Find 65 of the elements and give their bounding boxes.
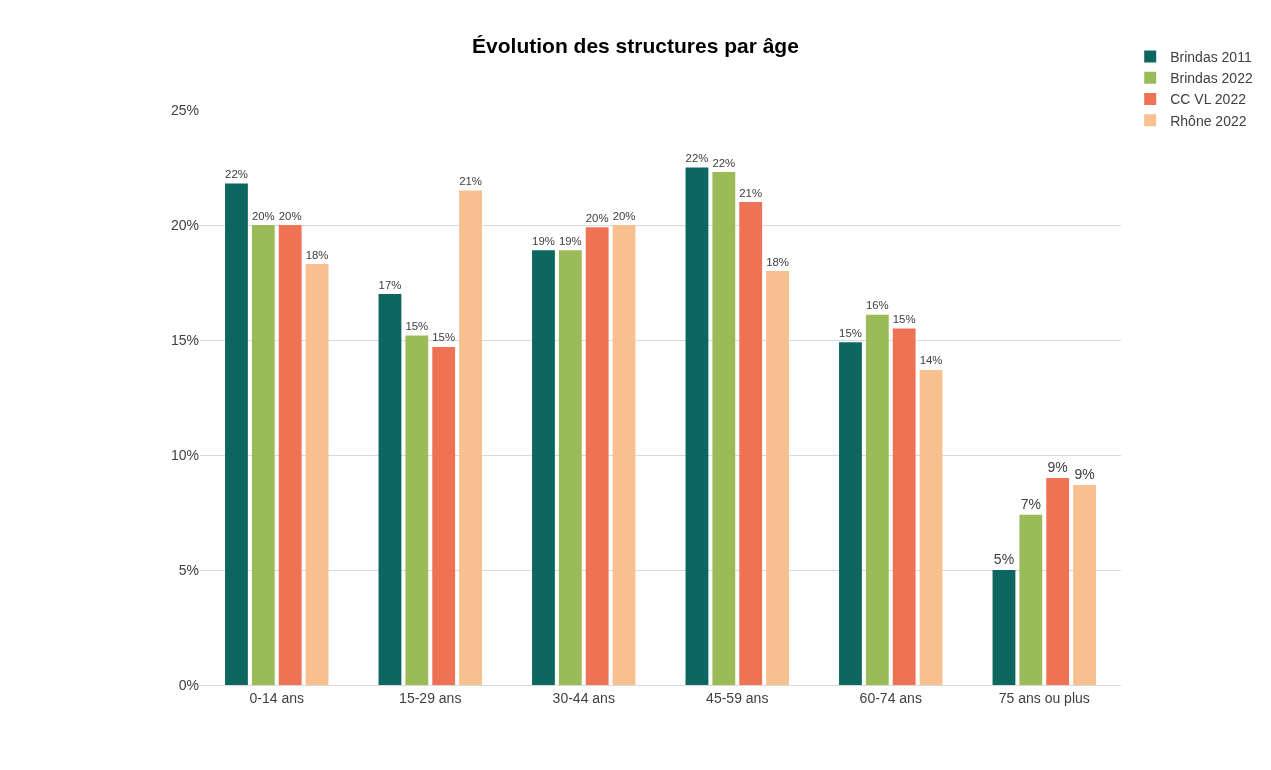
data-label: 20%: [585, 211, 609, 224]
bar: [1073, 484, 1096, 685]
data-label: 18%: [766, 255, 789, 268]
chart-title: Évolution des structures par âge: [472, 34, 799, 58]
data-label: 9%: [1047, 459, 1068, 475]
legend-label: Brindas 2011: [1170, 49, 1252, 66]
bar: [992, 570, 1016, 685]
x-tick-label: 75 ans ou plus: [998, 689, 1090, 706]
data-label: 19%: [532, 234, 555, 247]
data-label: 22%: [685, 152, 709, 165]
bar: [739, 202, 763, 685]
bar: [558, 250, 582, 685]
bar: [532, 250, 555, 685]
bar: [839, 342, 862, 685]
data-label: 15%: [432, 331, 456, 344]
legend-label: Rhône 2022: [1170, 112, 1247, 129]
bar: [432, 346, 456, 685]
legend-label: CC VL 2022: [1170, 91, 1247, 108]
bar: [459, 190, 482, 685]
data-label: 15%: [839, 326, 862, 339]
bar: [766, 271, 789, 685]
x-tick-label: 45-59 ans: [706, 689, 769, 706]
bar: [892, 328, 916, 685]
data-label: 20%: [278, 209, 302, 222]
data-label: 16%: [865, 299, 889, 312]
bar: [378, 294, 402, 685]
data-label: 18%: [305, 248, 329, 261]
y-tick-label: 25%: [170, 101, 199, 118]
data-label: 5%: [993, 551, 1015, 567]
bar: [685, 167, 709, 685]
data-label: 20%: [612, 209, 636, 222]
y-tick-label: 15%: [170, 331, 199, 348]
x-tick-label: 0-14 ans: [249, 689, 304, 706]
bar: [225, 183, 248, 685]
data-label: 7%: [1020, 495, 1041, 512]
data-label: 14%: [919, 354, 943, 367]
bar: [865, 314, 889, 685]
y-tick-label: 10%: [170, 446, 199, 463]
x-tick-label: 30-44 ans: [552, 689, 615, 706]
x-tick-label: 60-74 ans: [859, 689, 922, 706]
bar: [305, 264, 329, 685]
bar: [278, 225, 302, 685]
bar: [1019, 514, 1043, 685]
legend-label: Brindas 2022: [1170, 70, 1253, 87]
bar: [919, 369, 943, 685]
bar: [612, 225, 636, 685]
y-tick-label: 20%: [170, 216, 199, 233]
y-tick-label: 0%: [178, 676, 199, 693]
bar: [405, 335, 429, 685]
x-tick-label: 15-29 ans: [399, 689, 462, 706]
bar: [251, 225, 275, 685]
bar: [585, 227, 609, 685]
bar: [1046, 478, 1070, 685]
data-label: 22%: [712, 156, 736, 169]
data-label: 15%: [405, 319, 429, 332]
data-label: 21%: [459, 175, 482, 188]
y-tick-label: 5%: [178, 561, 199, 578]
data-label: 15%: [892, 313, 916, 326]
data-label: 19%: [558, 234, 582, 247]
data-label: 9%: [1074, 465, 1095, 482]
data-label: 20%: [251, 209, 275, 222]
data-label: 17%: [378, 278, 402, 291]
bar: [712, 172, 736, 685]
data-label: 22%: [225, 168, 248, 181]
data-label: 21%: [739, 186, 763, 199]
